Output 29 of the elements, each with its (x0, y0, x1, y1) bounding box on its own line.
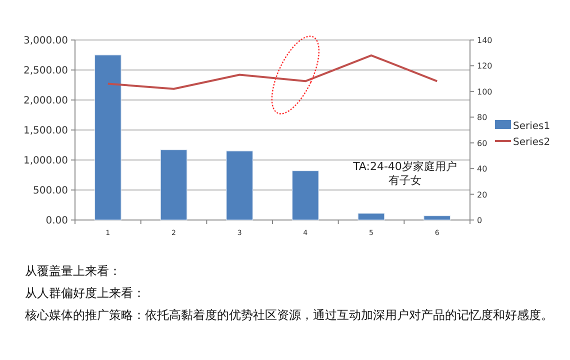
y2-tick-label: 60 (477, 138, 488, 148)
y-tick-label: 500.00 (33, 186, 68, 196)
annotation: 有子女 (388, 174, 422, 187)
text: 从覆盖量上来看： (25, 264, 121, 278)
legend-label: Series2 (513, 137, 550, 148)
bar (424, 216, 451, 220)
legend-label: Series1 (513, 121, 550, 132)
bar (292, 170, 319, 220)
text: 从人群偏好度上来看： (25, 286, 145, 300)
y2-tick-label: 40 (477, 164, 488, 174)
y-tick-label: 0.00 (46, 216, 68, 226)
bar (160, 150, 188, 220)
y-tick-label: 2,000.00 (23, 96, 68, 106)
annotation: TA:24-40岁家庭用户 (352, 160, 457, 173)
y-tick-label: 1,000.00 (23, 156, 68, 166)
y2-tick-label: 100 (477, 87, 492, 96)
text: 核心媒体的推广策略：依托高黏着度的优势社区资源，通过互动加深用户对产品的记忆度和好感度。 (24, 308, 553, 322)
line-series (106, 54, 438, 90)
y-tick-label: 1,500.00 (23, 126, 68, 136)
y2-tick-label: 0 (477, 216, 482, 225)
y2-tick-label: 140 (477, 36, 492, 45)
y2-tick-label: 80 (477, 113, 488, 122)
bar (94, 54, 122, 220)
y-tick-label: 3,000.00 (23, 36, 68, 46)
y-tick-label: 2,500.00 (23, 66, 68, 76)
bar (358, 213, 385, 220)
bar (226, 150, 254, 220)
y2-tick-label: 120 (477, 62, 492, 71)
y2-tick-label: 20 (477, 190, 488, 200)
